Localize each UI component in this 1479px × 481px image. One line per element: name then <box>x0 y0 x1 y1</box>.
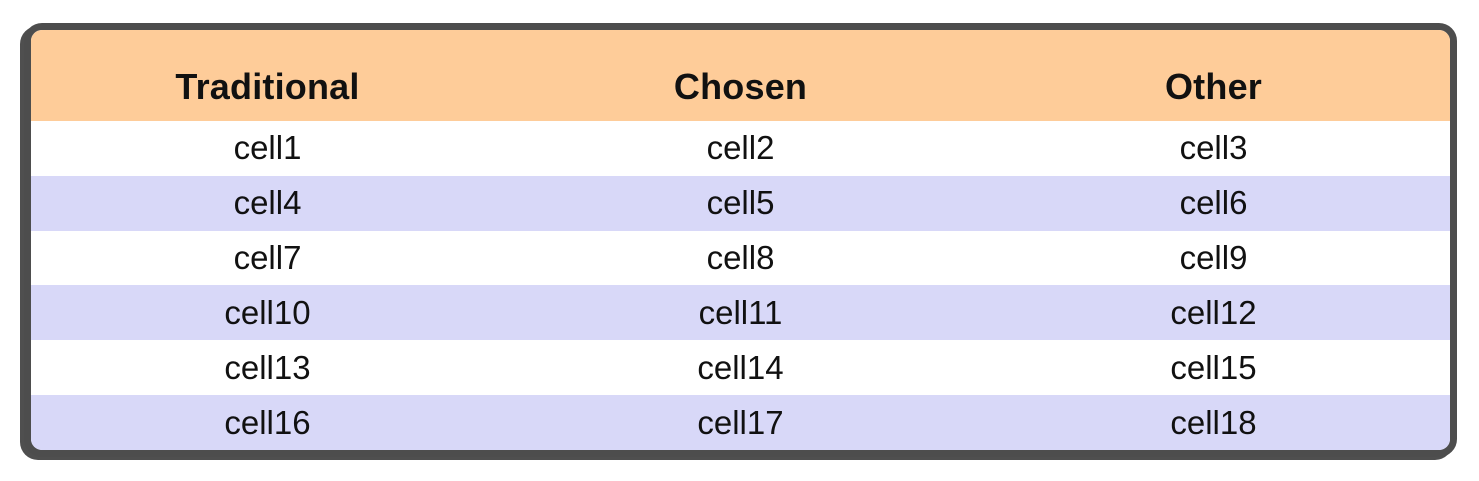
table-cell: cell9 <box>1179 239 1248 277</box>
table-row: cell1 cell2 cell3 <box>31 121 1450 176</box>
table-cell: cell7 <box>233 239 302 277</box>
table-cell: cell17 <box>697 403 784 441</box>
table-cell: cell14 <box>697 348 784 386</box>
table-cell: cell16 <box>224 403 311 441</box>
table-cell: cell1 <box>233 129 302 167</box>
table-row: cell7 cell8 cell9 <box>31 230 1450 286</box>
table-cell: cell2 <box>706 129 775 167</box>
table-cell: cell3 <box>1179 129 1248 167</box>
header-cell-chosen: Chosen <box>673 66 808 107</box>
table-row: cell16 cell17 cell18 <box>31 395 1450 450</box>
table-cell: cell15 <box>1170 348 1257 386</box>
table-body: cell1 cell2 cell3 cell4 cell5 cell6 cell… <box>31 121 1450 450</box>
table-cell: cell5 <box>706 184 775 222</box>
table-cell: cell18 <box>1170 403 1257 441</box>
table-header-row: Traditional Chosen Other <box>31 30 1450 121</box>
header-cell-other: Other <box>1164 66 1262 107</box>
table-cell: cell10 <box>224 293 311 331</box>
table-row: cell13 cell14 cell15 <box>31 340 1450 396</box>
table-cell: cell6 <box>1179 184 1248 222</box>
table-cell: cell12 <box>1170 293 1257 331</box>
table-cell: cell11 <box>698 293 783 331</box>
table-row: cell4 cell5 cell6 <box>31 175 1450 231</box>
data-table: Traditional Chosen Other cell1 cell2 cel… <box>24 23 1457 457</box>
table-cell: cell13 <box>224 348 311 386</box>
table-cell: cell8 <box>706 239 775 277</box>
table-cell: cell4 <box>233 184 302 222</box>
header-cell-traditional: Traditional <box>175 66 360 107</box>
table-row: cell10 cell11 cell12 <box>31 285 1450 341</box>
